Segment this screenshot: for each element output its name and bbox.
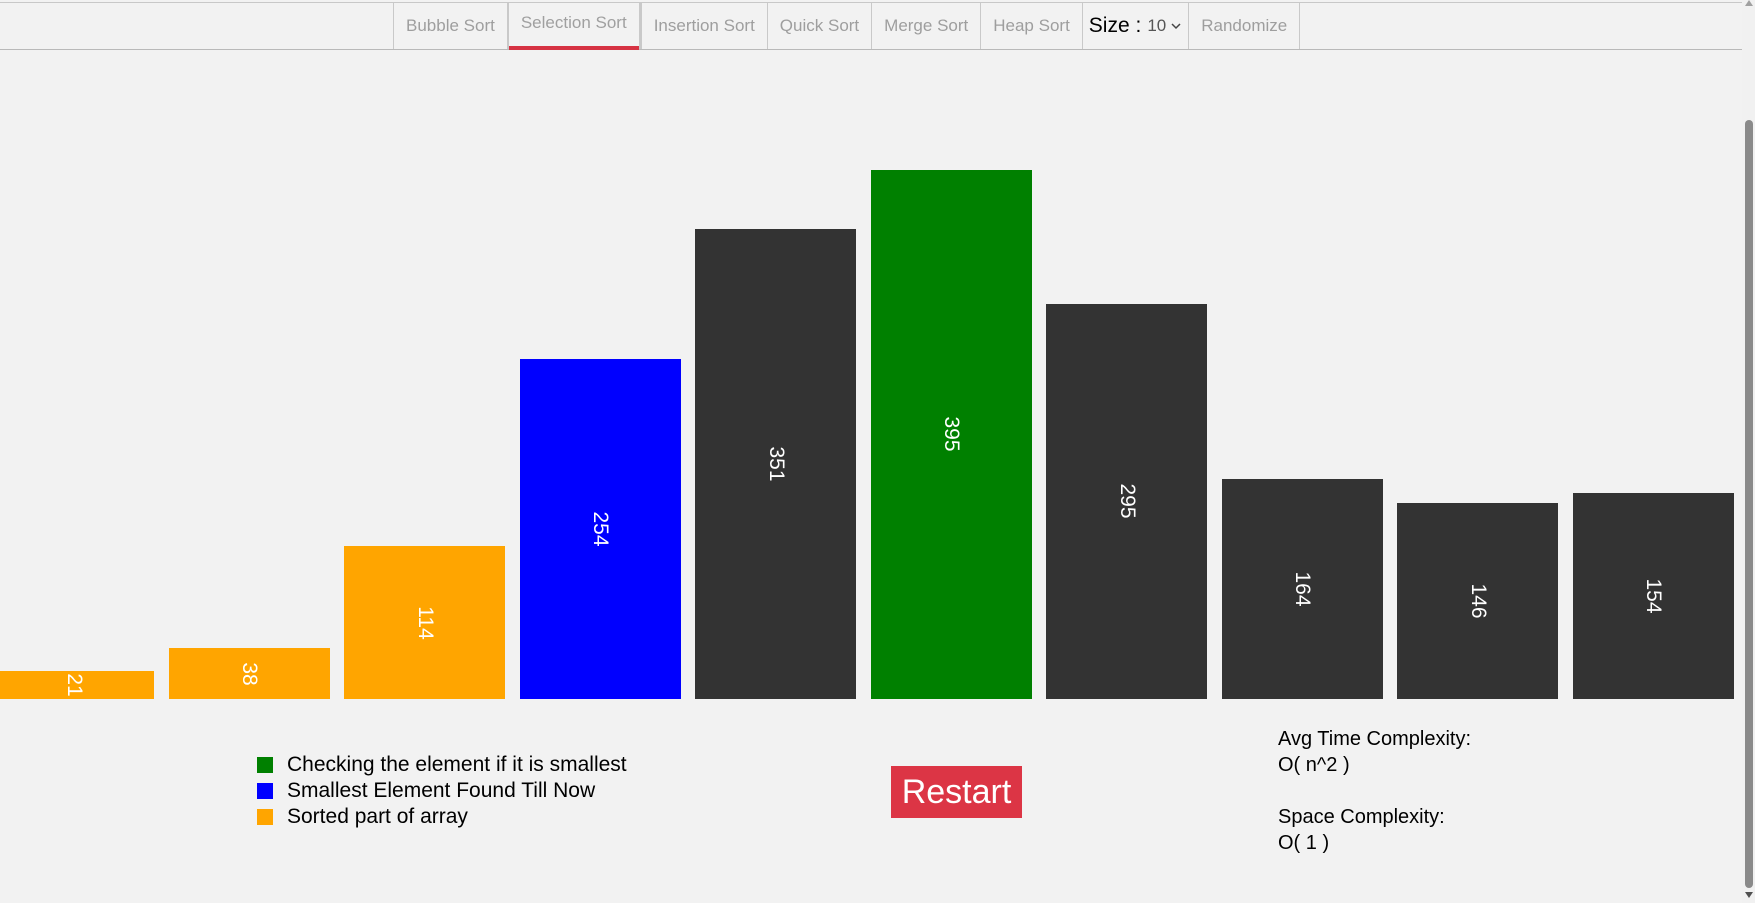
tab-bubble-sort[interactable]: Bubble Sort (393, 3, 507, 49)
bar-value-label: 146 (1466, 583, 1490, 619)
restart-button[interactable]: Restart (891, 766, 1022, 818)
top-border (0, 2, 1742, 3)
bar-value-label: 351 (764, 446, 788, 482)
legend-swatch-smallest (257, 783, 273, 799)
array-bar: 395 (870, 169, 1032, 699)
legend-swatch-sorted (257, 809, 273, 825)
legend-item: Smallest Element Found Till Now (257, 778, 627, 804)
legend-swatch-checking (257, 757, 273, 773)
vertical-scrollbar[interactable] (1742, 0, 1755, 903)
size-value: 10 (1147, 16, 1167, 35)
tab-heap-sort[interactable]: Heap Sort (980, 3, 1082, 49)
algorithm-navbar: Bubble Sort Selection Sort Insertion Sor… (0, 3, 1742, 50)
tab-label: Quick Sort (779, 16, 860, 35)
array-bar: 154 (1572, 492, 1734, 699)
complexity-info: Avg Time Complexity: O( n^2 ) Space Comp… (1278, 726, 1471, 856)
tab-selection-sort[interactable]: Selection Sort (506, 3, 641, 50)
bar-value-label: 38 (238, 661, 261, 686)
bar-chart: 21 38 114 254 351 395 295 164 146 154 (0, 169, 1734, 699)
randomize-label: Randomize (1201, 16, 1288, 35)
tab-label: Heap Sort (993, 16, 1070, 35)
size-label: Size : (1088, 14, 1142, 37)
legend-label: Checking the element if it is smallest (287, 753, 627, 776)
array-bar: 254 (519, 358, 681, 699)
spacer (1278, 778, 1471, 804)
tab-label: Selection Sort (520, 13, 627, 32)
tab-quick-sort[interactable]: Quick Sort (766, 3, 871, 49)
legend-label: Smallest Element Found Till Now (287, 779, 596, 802)
bar-value-label: 254 (589, 511, 612, 547)
tab-label: Insertion Sort (653, 16, 755, 35)
tab-merge-sort[interactable]: Merge Sort (871, 3, 980, 49)
time-complexity-label: Avg Time Complexity: (1278, 728, 1472, 750)
array-bar: 21 (0, 670, 154, 699)
size-select[interactable]: 10 (1147, 16, 1182, 36)
array-bar: 164 (1221, 479, 1383, 699)
nav-items: Bubble Sort Selection Sort Insertion Sor… (393, 3, 1301, 50)
array-bar: 38 (168, 648, 330, 699)
time-complexity-value: O( n^2 ) (1278, 754, 1350, 776)
legend-item: Sorted part of array (257, 804, 627, 830)
bar-value-label: 395 (940, 416, 963, 452)
bar-value-label: 295 (1115, 483, 1139, 519)
array-bar: 146 (1397, 503, 1558, 699)
legend: Checking the element if it is smallest S… (257, 752, 627, 830)
array-bar: 351 (695, 228, 856, 699)
tab-label: Merge Sort (884, 16, 969, 35)
legend-item: Checking the element if it is smallest (257, 752, 627, 778)
space-complexity-value: O( 1 ) (1278, 832, 1330, 854)
array-bar: 114 (344, 546, 505, 699)
array-bar: 295 (1046, 303, 1207, 699)
space-complexity-label: Space Complexity: (1278, 806, 1445, 828)
tab-insertion-sort[interactable]: Insertion Sort (640, 3, 767, 49)
scroll-thumb[interactable] (1745, 120, 1753, 888)
randomize-button[interactable]: Randomize (1188, 3, 1301, 49)
scroll-up-icon[interactable] (1745, 0, 1753, 6)
bar-value-label: 154 (1642, 578, 1665, 614)
tab-label: Bubble Sort (406, 16, 495, 35)
bar-value-label: 164 (1291, 571, 1314, 607)
size-control: Size : 10 (1081, 3, 1188, 49)
bar-value-label: 21 (62, 673, 86, 697)
bar-value-label: 114 (413, 605, 437, 640)
scroll-down-icon[interactable] (1745, 892, 1753, 898)
chevron-down-icon (1171, 23, 1181, 30)
legend-label: Sorted part of array (287, 805, 468, 828)
